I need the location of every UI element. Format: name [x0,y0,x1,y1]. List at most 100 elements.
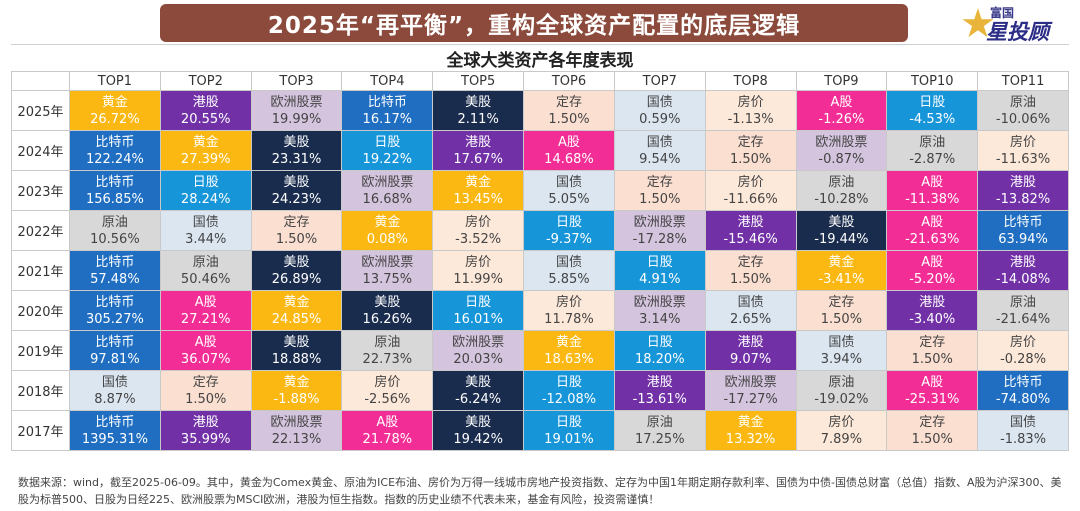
asset-cell: 黄金 27.39% [159,130,252,171]
asset-name: 原油 [828,174,855,190]
asset-cell: 国债 5.85% [523,250,615,291]
asset-return: 13.45% [453,191,503,207]
asset-return: 1.50% [911,351,953,367]
asset-return: -11.38% [905,191,960,207]
year-label: 2022年 [11,210,70,251]
asset-name: 黄金 [555,334,582,350]
asset-name: 欧洲股票 [633,294,686,310]
asset-name: 定存 [737,254,764,270]
asset-name: 美股 [283,334,310,350]
asset-cell: 欧洲股票 -17.27% [704,370,797,411]
asset-name: 房价 [1010,134,1037,150]
year-label: 2021年 [11,250,70,291]
asset-name: 港股 [1010,254,1037,270]
asset-cell: 日股 -12.08% [523,370,615,411]
asset-cell: 比特币 16.17% [341,90,434,131]
asset-cell: 欧洲股票 19.99% [250,90,343,131]
asset-name: 欧洲股票 [361,254,414,270]
asset-return: -19.44% [814,231,869,247]
asset-cell: 国债 3.94% [795,330,888,371]
asset-return: 5.85% [548,271,590,287]
asset-return: 26.89% [271,271,322,287]
asset-return: 27.21% [180,311,231,327]
year-label: 2017年 [11,410,70,451]
asset-cell: 定存 1.50% [523,90,615,131]
asset-cell: 美股 18.88% [250,330,343,371]
asset-cell: 美股 19.42% [432,410,525,451]
column-header: TOP4 [341,71,434,91]
asset-return: 1.50% [639,191,681,207]
asset-cell: 比特币 1395.31% [69,410,161,451]
asset-cell: 比特币 156.85% [69,170,161,211]
asset-cell: 国债 9.54% [613,130,706,171]
asset-cell: 美股 26.89% [250,250,343,291]
asset-return: 57.48% [90,271,140,287]
asset-name: 美股 [283,134,310,150]
asset-name: 比特币 [95,254,135,270]
asset-name: A股 [921,374,944,390]
asset-return: 26.72% [90,111,140,127]
asset-name: 美股 [465,414,492,430]
asset-name: 美股 [465,374,492,390]
column-header: TOP11 [977,71,1069,91]
asset-name: 日股 [465,294,492,310]
asset-name: 美股 [828,214,855,230]
asset-return: -13.82% [995,191,1051,207]
asset-cell: 定存 1.50% [886,330,979,371]
asset-return: -0.87% [818,151,865,167]
table-row: 2023年 比特币 156.85% 日股 28.24% 美股 24.23% 欧洲股票 16.68… [11,170,1069,211]
asset-return: -1.83% [1000,431,1047,447]
asset-cell: 日股 4.91% [613,250,706,291]
asset-return: 20.55% [180,111,231,127]
asset-cell: 港股 -15.46% [704,210,797,251]
asset-cell: 房价 11.78% [523,290,615,331]
asset-return: 18.88% [271,351,322,367]
asset-cell: 比特币 63.94% [977,210,1069,251]
year-label: 2020年 [11,290,70,331]
asset-return: 17.25% [634,431,685,447]
asset-name: 房价 [737,174,764,190]
asset-return: -12.08% [541,391,597,407]
asset-cell: 黄金 -1.88% [250,370,343,411]
asset-cell: A股 -11.38% [886,170,979,211]
star-icon: ★ [960,1,996,47]
table-row: 2017年 比特币 1395.31% 港股 35.99% 欧洲股票 22.13% A股 21.7… [11,410,1069,451]
asset-name: 日股 [555,214,582,230]
asset-return: 1.50% [275,231,318,247]
asset-cell: 黄金 26.72% [69,90,161,131]
asset-name: A股 [921,254,944,270]
asset-cell: 国债 8.87% [69,370,161,411]
asset-return: 3.94% [820,351,863,367]
asset-cell: 港股 -3.40% [886,290,979,331]
asset-cell: 国债 -1.83% [977,410,1069,451]
asset-name: 黄金 [737,414,764,430]
asset-return: -10.28% [814,191,869,207]
asset-cell: 比特币 57.48% [69,250,161,291]
year-label: 2025年 [11,90,70,131]
asset-name: 定存 [919,414,946,430]
asset-return: -10.06% [995,111,1051,127]
asset-cell: 港股 35.99% [159,410,252,451]
asset-return: 2.11% [457,111,499,127]
asset-return: 9.07% [729,351,772,367]
asset-name: 比特币 [95,294,135,310]
table-row: 2024年 比特币 122.24% 黄金 27.39% 美股 23.31% 日股 19.22% 港… [11,130,1069,171]
asset-name: 国债 [737,294,764,310]
asset-return: -1.26% [818,111,865,127]
asset-return: 0.08% [366,231,408,247]
asset-cell: A股 -25.31% [886,370,979,411]
asset-name: 黄金 [192,134,219,150]
asset-return: 2.65% [729,311,772,327]
asset-cell: 黄金 13.45% [432,170,525,211]
asset-name: 定存 [555,94,582,110]
asset-return: -1.88% [273,391,320,407]
asset-cell: 原油 -2.87% [886,130,979,171]
asset-name: 国债 [555,174,582,190]
asset-name: 房价 [555,294,582,310]
asset-return: 16.26% [362,311,413,327]
asset-return: 19.99% [271,111,322,127]
asset-name: 黄金 [283,294,310,310]
asset-return: -9.37% [545,231,592,247]
asset-cell: 港股 9.07% [704,330,797,371]
asset-return: 13.75% [362,271,413,287]
